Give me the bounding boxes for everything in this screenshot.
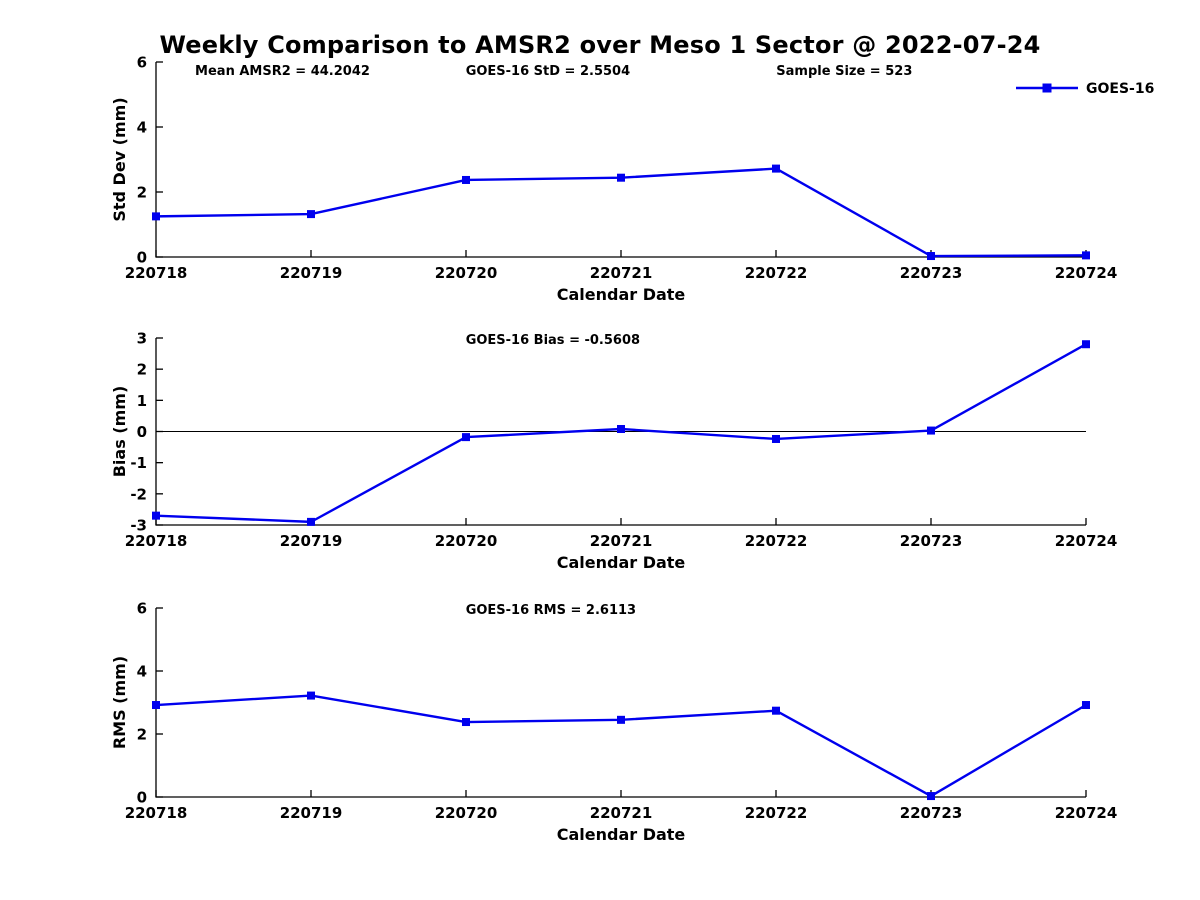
data-point-marker <box>152 701 160 710</box>
y-tick-label: 4 <box>137 663 147 681</box>
data-point-marker <box>1082 701 1090 710</box>
data-point-marker <box>307 210 315 219</box>
annotation-text: GOES-16 RMS = 2.6113 <box>466 603 636 618</box>
legend-marker <box>1042 83 1052 93</box>
x-tick-label: 220723 <box>900 532 963 550</box>
data-point-marker <box>462 175 470 184</box>
goes-16-line <box>155 343 1087 524</box>
x-tick-label: 220718 <box>125 264 188 282</box>
y-tick-label: 0 <box>137 789 147 807</box>
figure-title: Weekly Comparison to AMSR2 over Meso 1 S… <box>159 31 1041 59</box>
data-point-marker <box>1082 251 1090 260</box>
legend: GOES-16 <box>1016 81 1154 97</box>
data-point-marker <box>152 511 160 520</box>
axis-spines <box>155 608 1086 798</box>
x-tick-label: 220723 <box>900 804 963 822</box>
x-axis-title: Calendar Date <box>557 285 686 304</box>
data-point-marker <box>462 433 470 442</box>
data-point-marker <box>772 706 780 715</box>
x-tick-label: 220719 <box>280 804 343 822</box>
x-tick-label: 220722 <box>745 532 808 550</box>
y-tick-label: 3 <box>137 330 147 348</box>
annotation-text: GOES-16 StD = 2.5504 <box>466 64 630 79</box>
x-tick-label: 220722 <box>745 804 808 822</box>
data-point-marker <box>462 718 470 727</box>
x-axis-title: Calendar Date <box>557 825 686 844</box>
annotation-text: Mean AMSR2 = 44.2042 <box>195 64 370 79</box>
x-tick-label: 220724 <box>1055 264 1118 282</box>
data-point-marker <box>1082 340 1090 349</box>
data-point-marker <box>772 164 780 173</box>
annotation-text: Sample Size = 523 <box>776 64 912 79</box>
panel-std-dev: 0 2 4 6 220718 220719 220720 220721 220722 220723… <box>110 54 1117 305</box>
x-tick-label: 220719 <box>280 532 343 550</box>
x-tick-label: 220723 <box>900 264 963 282</box>
data-point-marker <box>617 173 625 182</box>
legend-label: GOES-16 <box>1086 81 1154 97</box>
y-tick-label: 0 <box>137 423 147 441</box>
x-axis-title: Calendar Date <box>557 553 686 572</box>
x-tick-label: 220721 <box>590 532 653 550</box>
x-tick-label: 220718 <box>125 532 188 550</box>
data-point-marker <box>307 517 315 526</box>
x-tick-label: 220721 <box>590 264 653 282</box>
y-tick-label: 2 <box>137 361 147 379</box>
y-tick-label: 1 <box>137 392 147 410</box>
y-tick-label: 4 <box>137 119 147 137</box>
y-axis-title: RMS (mm) <box>110 656 129 749</box>
y-tick-label: -2 <box>130 485 147 503</box>
axis-spines <box>155 62 1086 258</box>
y-tick-label: 6 <box>137 600 147 618</box>
data-point-marker <box>927 426 935 435</box>
data-point-marker <box>772 434 780 443</box>
y-tick-label: 2 <box>137 726 147 744</box>
y-tick-label: 6 <box>137 54 147 72</box>
data-point-marker <box>617 715 625 724</box>
data-point-marker <box>927 252 935 261</box>
y-tick-label: -3 <box>130 517 147 535</box>
annotation-text: GOES-16 Bias = -0.5608 <box>466 333 640 348</box>
data-point-marker <box>617 425 625 434</box>
data-point-marker <box>927 792 935 801</box>
y-tick-label: -1 <box>130 454 147 472</box>
x-tick-label: 220720 <box>435 804 498 822</box>
y-tick-label: 0 <box>137 249 147 267</box>
x-tick-label: 220722 <box>745 264 808 282</box>
x-tick-label: 220721 <box>590 804 653 822</box>
x-tick-label: 220720 <box>435 532 498 550</box>
data-point-marker <box>307 691 315 700</box>
x-tick-label: 220724 <box>1055 804 1118 822</box>
y-tick-label: 2 <box>137 184 147 202</box>
goes-16-line <box>155 694 1087 798</box>
data-point-marker <box>152 212 160 221</box>
x-tick-label: 220720 <box>435 264 498 282</box>
x-tick-label: 220724 <box>1055 532 1118 550</box>
goes-16-line <box>155 167 1087 258</box>
x-tick-label: 220718 <box>125 804 188 822</box>
panel-rms: 0 2 4 6 220718 220719 220720 220721 220722 220723… <box>110 600 1117 845</box>
y-axis-title: Bias (mm) <box>110 386 129 478</box>
x-tick-label: 220719 <box>280 264 343 282</box>
y-axis-title: Std Dev (mm) <box>110 97 129 221</box>
